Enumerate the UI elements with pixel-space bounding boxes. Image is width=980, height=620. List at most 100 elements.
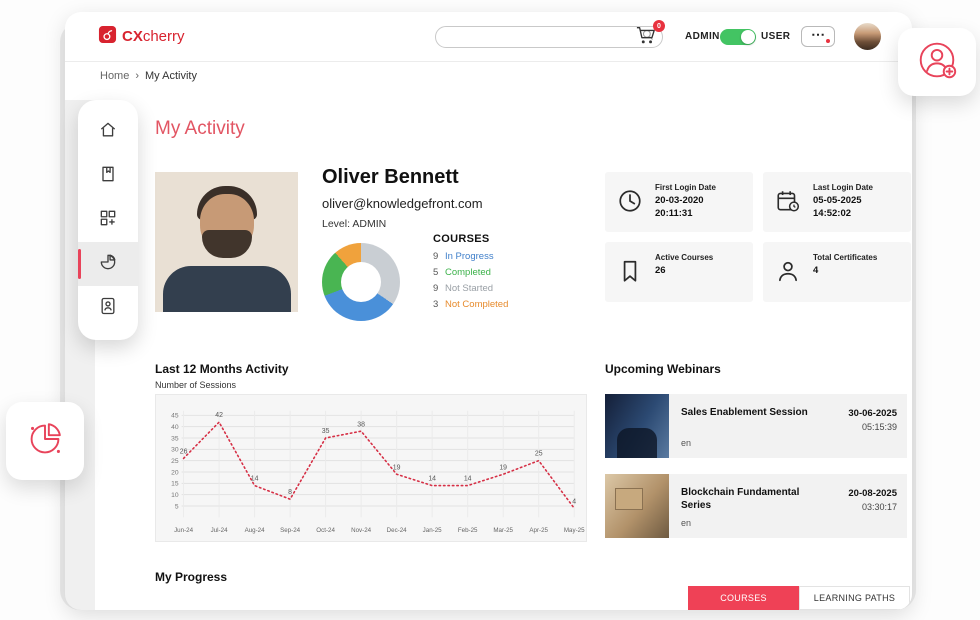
- app-window: CXcherry 0 ADMIN USER ⋯: [65, 12, 912, 610]
- svg-text:Aug-24: Aug-24: [245, 527, 266, 534]
- sessions-line-chart: 5 10 15 20 25 30 35 40 45 Jun-24 Jul-24 Aug-24 Sep-2…: [171, 410, 585, 534]
- stat-value: 26: [655, 265, 666, 276]
- legend-count: 9: [433, 283, 439, 294]
- certificate-person-icon: [775, 258, 801, 289]
- profile-name: Oliver Bennett: [322, 166, 459, 188]
- add-user-shortcut[interactable]: [898, 28, 976, 96]
- my-progress-title: My Progress: [155, 570, 228, 584]
- svg-text:40: 40: [171, 424, 179, 431]
- svg-text:Sep-24: Sep-24: [280, 527, 301, 534]
- courses-legend: 9 In Progress 5 Completed 9 Not Started …: [433, 251, 508, 310]
- sidebar-item-library[interactable]: [78, 154, 138, 198]
- webinar-language: en: [681, 438, 692, 448]
- svg-text:14: 14: [428, 476, 436, 483]
- cart-icon: [635, 27, 657, 49]
- cart-button[interactable]: 0: [635, 20, 665, 49]
- tab-learning-paths[interactable]: LEARNING PATHS: [799, 586, 910, 610]
- svg-text:30: 30: [171, 447, 179, 454]
- home-icon: [98, 120, 118, 145]
- stat-card-first-login: First Login Date 20-03-2020 20:11:31: [605, 172, 753, 232]
- analytics-icon: [22, 416, 68, 467]
- svg-text:Jul-24: Jul-24: [211, 527, 228, 534]
- svg-text:5: 5: [175, 503, 179, 510]
- legend-label: Not Completed: [445, 299, 509, 310]
- svg-text:May-25: May-25: [564, 527, 585, 534]
- svg-text:26: 26: [180, 448, 188, 455]
- sidebar-item-activity[interactable]: [78, 242, 138, 286]
- breadcrumb-separator: ›: [135, 70, 140, 82]
- svg-text:Oct-24: Oct-24: [316, 527, 335, 534]
- svg-text:14: 14: [251, 476, 259, 483]
- content-panel: My Activity Oliver Bennett oliver@knowle…: [95, 100, 912, 610]
- header: CXcherry 0 ADMIN USER ⋯: [65, 12, 912, 100]
- webinar-language: en: [681, 518, 692, 528]
- user-label: USER: [761, 31, 791, 42]
- profile-photo: [155, 172, 298, 312]
- calendar-clock-icon: [775, 188, 801, 219]
- svg-text:20: 20: [171, 469, 179, 476]
- progress-tabs: COURSES LEARNING PATHS: [688, 586, 910, 610]
- legend-count: 3: [433, 299, 439, 310]
- page-title: My Activity: [155, 118, 245, 139]
- profile-level: Level: ADMIN: [322, 218, 387, 230]
- activity-chart-panel: 5 10 15 20 25 30 35 40 45 Jun-24 Jul-24 Aug-24 Sep-2…: [155, 394, 587, 542]
- breadcrumb-current: My Activity: [145, 70, 197, 82]
- legend-label: In Progress: [445, 251, 494, 262]
- grid-plus-icon: [98, 208, 118, 233]
- logo-text-cx: CX: [122, 28, 143, 45]
- svg-text:38: 38: [357, 421, 365, 428]
- svg-text:25: 25: [171, 458, 179, 465]
- stat-card-certificates: Total Certificates 4: [763, 242, 911, 302]
- svg-text:35: 35: [322, 428, 330, 435]
- webinar-item[interactable]: Blockchain Fundamental Series en 20-08-2…: [605, 474, 907, 538]
- legend-label: Completed: [445, 267, 491, 278]
- svg-text:19: 19: [393, 464, 401, 471]
- courses-donut-chart: [322, 243, 400, 321]
- webinar-time: 03:30:17: [861, 502, 897, 512]
- legend-item: 9 In Progress: [433, 251, 508, 262]
- webinar-title: Blockchain Fundamental Series: [681, 487, 800, 511]
- brand-logo[interactable]: CXcherry: [98, 25, 185, 49]
- donut-hole: [341, 262, 381, 302]
- svg-text:Jun-24: Jun-24: [174, 527, 194, 534]
- svg-text:4: 4: [572, 498, 576, 505]
- breadcrumb: Home › My Activity: [100, 70, 197, 82]
- avatar[interactable]: [854, 23, 881, 50]
- cherry-logo-icon: [98, 25, 117, 49]
- stat-value: 20-03-2020: [655, 195, 704, 206]
- stat-label: Active Courses: [655, 253, 714, 262]
- activity-subtitle: Number of Sessions: [155, 380, 237, 390]
- svg-text:10: 10: [171, 492, 179, 499]
- cart-badge: 0: [653, 20, 665, 32]
- webinar-item[interactable]: Sales Enablement Session en 30-06-2025 0…: [605, 394, 907, 458]
- sidebar-item-home[interactable]: [78, 110, 138, 154]
- stat-card-last-login: Last Login Date 05-05-2025 14:52:02: [763, 172, 911, 232]
- notification-dot: [826, 39, 830, 43]
- admin-user-toggle[interactable]: [720, 29, 756, 45]
- svg-text:15: 15: [171, 481, 179, 488]
- sidebar-item-certifications[interactable]: [78, 286, 138, 330]
- sidebar-item-catalog[interactable]: [78, 198, 138, 242]
- breadcrumb-home[interactable]: Home: [100, 70, 130, 82]
- stat-label: Total Certificates: [813, 253, 878, 262]
- legend-item: 9 Not Started: [433, 283, 508, 294]
- search-input[interactable]: [444, 31, 642, 43]
- tab-courses[interactable]: COURSES: [688, 586, 799, 610]
- webinar-thumbnail: [605, 474, 669, 538]
- svg-text:42: 42: [215, 412, 223, 419]
- svg-text:Nov-24: Nov-24: [351, 527, 372, 534]
- svg-text:19: 19: [499, 464, 507, 471]
- svg-text:Mar-25: Mar-25: [493, 527, 513, 534]
- sidebar: [78, 100, 138, 340]
- svg-text:8: 8: [288, 489, 292, 496]
- webinar-title: Sales Enablement Session: [681, 407, 808, 418]
- svg-text:Jan-25: Jan-25: [423, 527, 443, 534]
- legend-count: 5: [433, 267, 439, 278]
- stat-card-active-courses: Active Courses 26: [605, 242, 753, 302]
- more-menu-button[interactable]: ⋯: [801, 26, 835, 47]
- legend-item: 5 Completed: [433, 267, 508, 278]
- webinar-thumbnail: [605, 394, 669, 458]
- svg-text:Dec-24: Dec-24: [387, 527, 408, 534]
- stat-sub: 14:52:02: [813, 208, 852, 219]
- analytics-shortcut[interactable]: [6, 402, 84, 480]
